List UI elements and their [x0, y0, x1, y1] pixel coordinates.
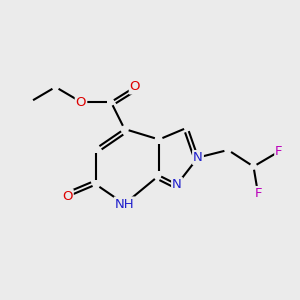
Text: N: N [172, 178, 182, 191]
Text: O: O [76, 95, 86, 109]
Text: F: F [275, 145, 283, 158]
Text: O: O [130, 80, 140, 94]
Text: O: O [62, 190, 73, 203]
Text: NH: NH [115, 197, 134, 211]
Text: F: F [254, 187, 262, 200]
Text: N: N [193, 151, 203, 164]
